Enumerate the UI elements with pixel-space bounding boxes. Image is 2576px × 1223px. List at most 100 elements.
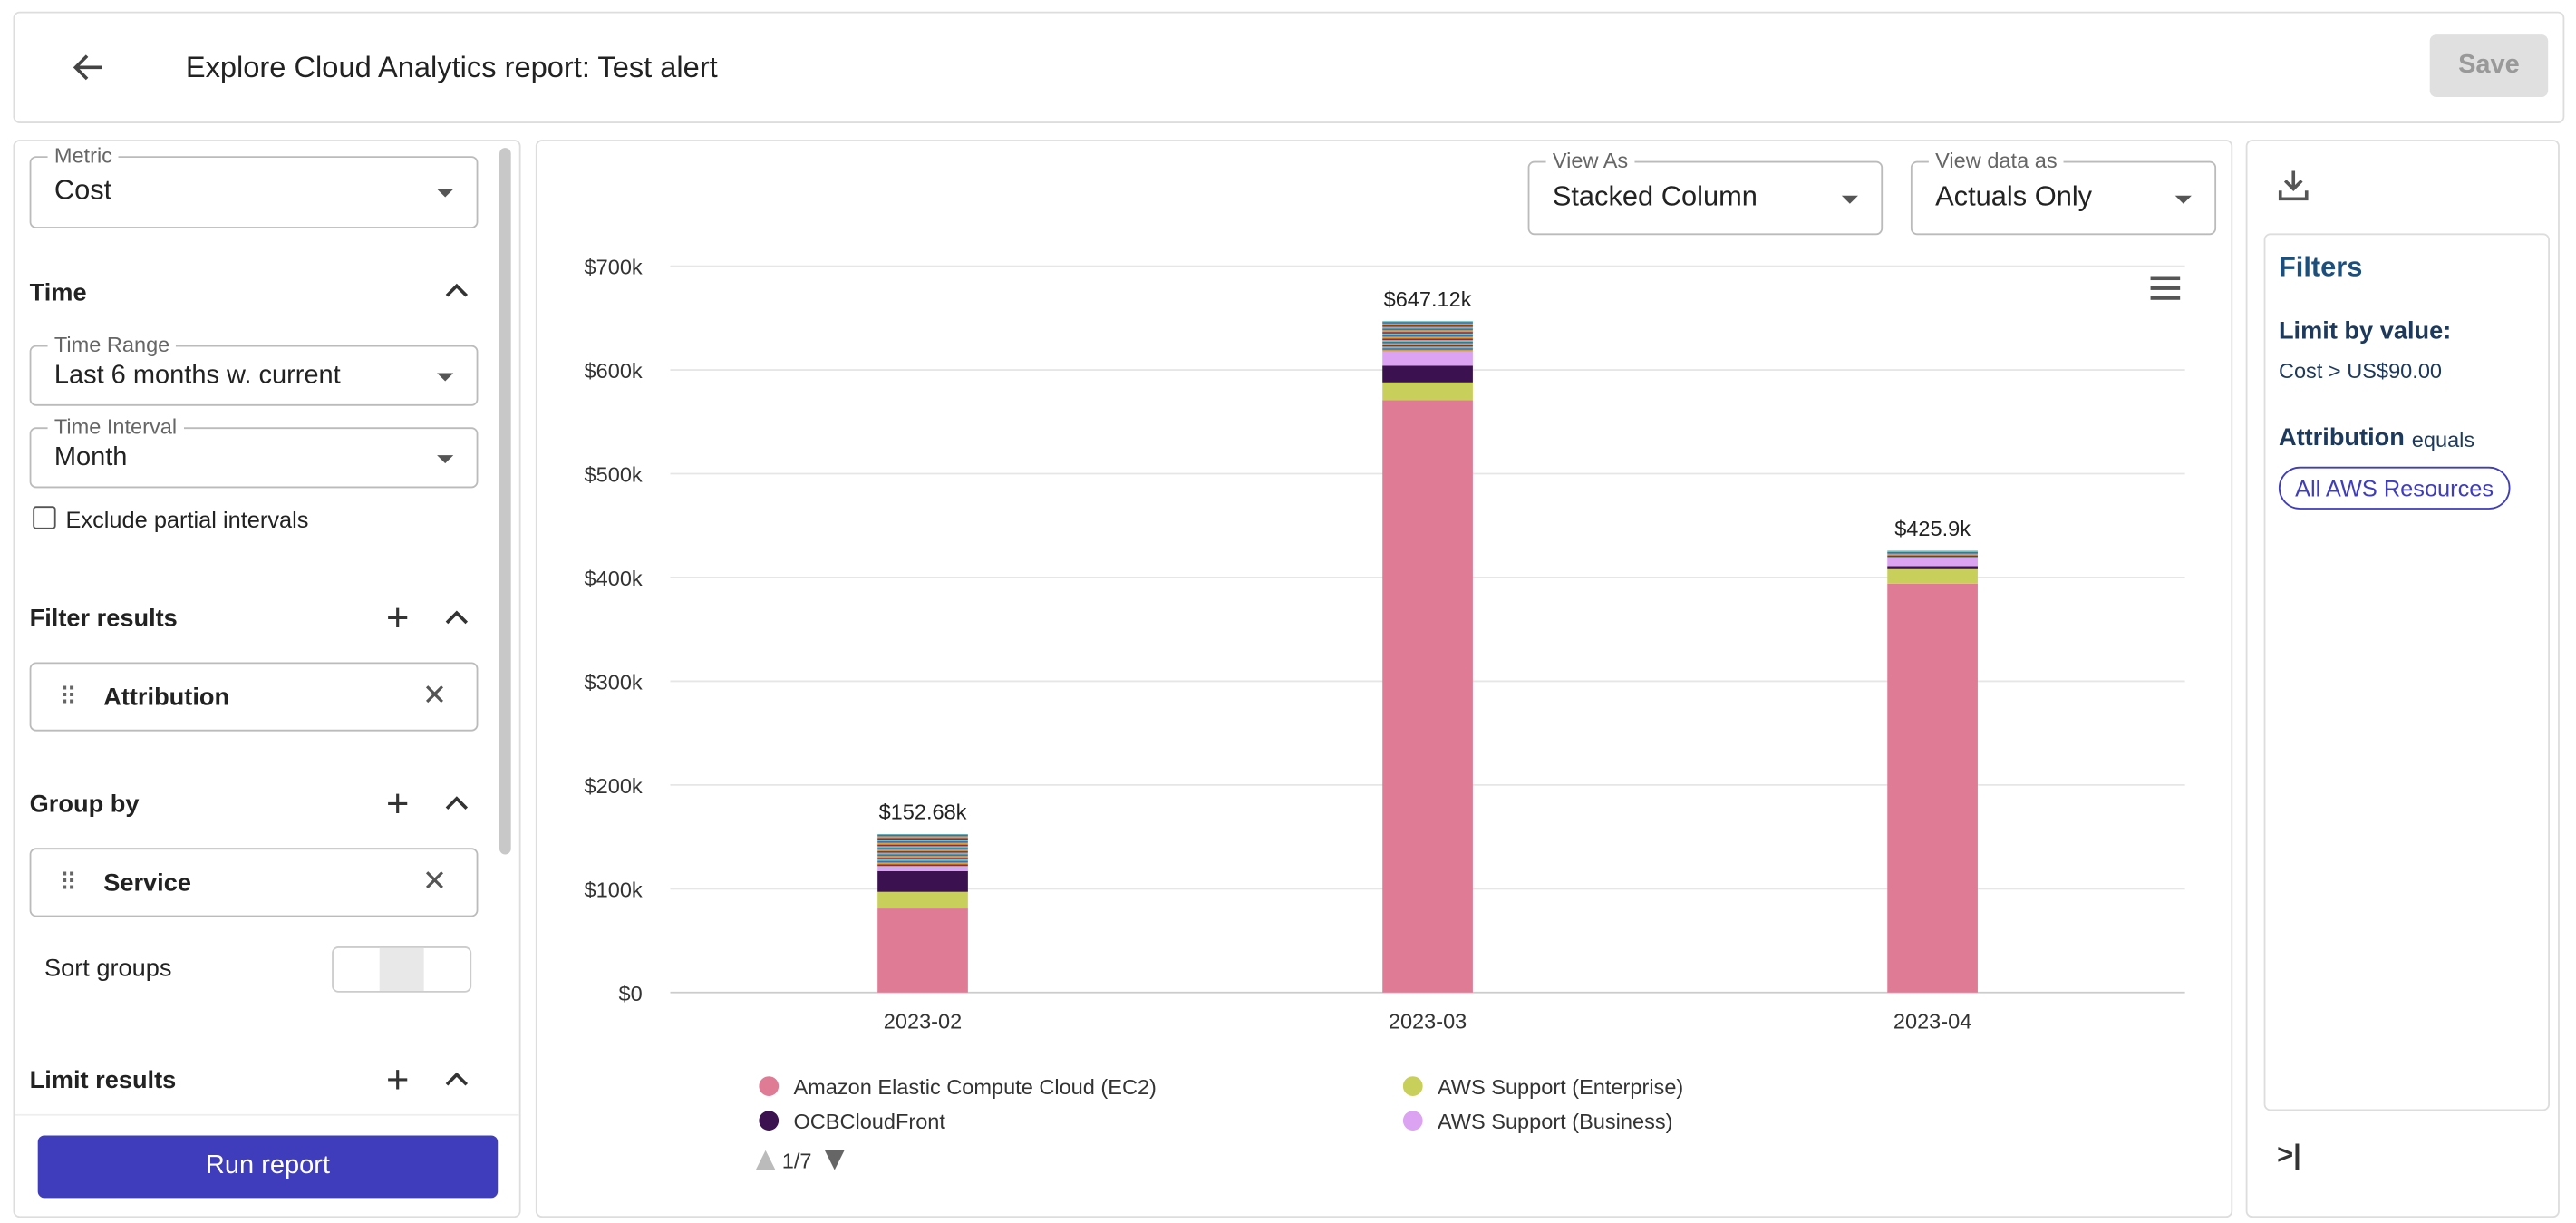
field-label: View data as [1928,148,2064,173]
drag-handle: ⠿ [59,684,77,712]
filters-title: Filters [2278,251,2363,283]
caret [2174,195,2192,204]
page-title: Explore Cloud Analytics report: Test ale… [185,51,718,84]
legend-marker [1402,1076,1423,1096]
download-icon[interactable] [2275,168,2311,204]
bar-segment [877,891,968,909]
view-as-select[interactable]: View As Stacked Column [1527,148,1884,236]
y-tick-label: $400k [585,567,643,590]
attribution-label: Attribution [2278,423,2405,452]
section-heading: Group by [29,790,140,819]
view-data-select[interactable]: View data as Actuals Only [1910,148,2217,236]
field-value: Actuals Only [1935,180,2093,212]
sort-toggle[interactable] [332,946,472,993]
other-services [1887,550,1978,558]
limit-label: Limit by value: [2278,316,2452,345]
caret [1841,195,1858,204]
back-button[interactable] [69,49,105,85]
caret [437,455,454,464]
time-range-select[interactable]: Time Range Last 6 months w. current [29,332,479,406]
x-tick-label: 2023-04 [1893,1010,1971,1034]
chip-label: Service [103,869,191,898]
header-bar: Explore Cloud Analytics report: Test ale… [13,11,2565,123]
total-label: $425.9k [1894,517,1971,540]
y-tick-label: $0 [618,982,642,1005]
section-heading: Filter results [29,605,178,633]
caret [437,189,454,198]
bar-segment [1887,583,1978,993]
bar-segment [1382,382,1473,401]
filters-box [2263,233,2550,1111]
remove-icon[interactable]: ✕ [421,678,448,712]
y-tick-label: $500k [585,463,643,487]
field-label: Time Range [47,332,177,357]
filter-chip[interactable]: ⠿ Attribution ✕ [29,662,479,732]
legend-label: OCBCloudFront [793,1110,945,1133]
x-tick-label: 2023-02 [884,1010,962,1034]
collapse-icon[interactable] [445,795,469,811]
run-button[interactable]: Run report [37,1135,499,1199]
y-tick-label: $300k [585,670,643,694]
add-icon[interactable]: + [385,781,410,827]
bar-segment [1382,351,1473,366]
field-value: Month [53,443,128,472]
limit-value: Cost > US$90.00 [2278,358,2443,383]
drag-handle: ⠿ [59,869,77,898]
other-services [1382,321,1473,352]
y-tick-label: $200k [585,774,643,798]
y-tick-label: $600k [585,359,643,383]
collapse-icon[interactable] [445,283,469,299]
filters-panel: Filters Limit by value: Cost > US$90.00 … [2245,140,2560,1218]
collapse-panel[interactable]: >| [2277,1139,2301,1170]
collapse-icon[interactable] [445,609,469,626]
chip-label: Attribution [103,684,230,712]
scrollbar [499,148,511,855]
attribution-chip[interactable]: All AWS Resources [2278,466,2511,510]
field-label: View As [1545,148,1635,173]
checkbox[interactable] [33,506,56,529]
x-tick-label: 2023-03 [1389,1010,1467,1034]
metric-select[interactable]: Metric Cost [29,142,479,228]
legend-page: 1/7 [782,1150,812,1173]
bar-segment [877,870,968,892]
section-heading: Time [29,279,87,307]
collapse-icon[interactable] [445,1072,469,1088]
sidebar: Metric Cost Time Time Range Last 6 month… [13,140,521,1218]
save-button[interactable]: Save [2429,34,2549,97]
bar-segment [877,867,968,871]
field-label: Time Interval [47,413,184,439]
add-icon[interactable]: + [385,596,410,641]
legend-marker [1402,1111,1423,1131]
total-label: $647.12k [1384,287,1472,311]
section-heading: Limit results [29,1066,177,1095]
other-services [877,834,968,868]
time-interval-select[interactable]: Time Interval Month [29,413,479,489]
checkbox-label: Exclude partial intervals [65,506,309,533]
field-value: Last 6 months w. current [53,361,341,390]
legend-marker [759,1076,780,1096]
add-icon[interactable]: + [385,1058,410,1103]
field-label: Metric [47,142,120,168]
legend-label: AWS Support (Enterprise) [1438,1075,1683,1099]
total-label: $152.68k [879,801,967,824]
group-chip[interactable]: ⠿ Service ✕ [29,848,479,917]
legend-marker [759,1111,780,1131]
field-value: Cost [53,174,112,206]
bar-segment [1887,568,1978,584]
bar-segment [1887,558,1978,567]
menu-icon[interactable] [2150,276,2181,300]
legend-label: Amazon Elastic Compute Cloud (EC2) [793,1075,1156,1099]
legend-prev[interactable] [755,1150,776,1170]
legend-next[interactable] [824,1150,845,1170]
bar-segment [1382,400,1473,993]
remove-icon[interactable]: ✕ [421,864,448,898]
legend-label: AWS Support (Business) [1438,1110,1673,1133]
y-tick-label: $100k [585,878,643,901]
bar-segment [1382,365,1473,383]
y-tick-label: $700k [585,256,643,279]
field-value: Stacked Column [1552,180,1758,212]
bar-segment [1887,566,1978,569]
